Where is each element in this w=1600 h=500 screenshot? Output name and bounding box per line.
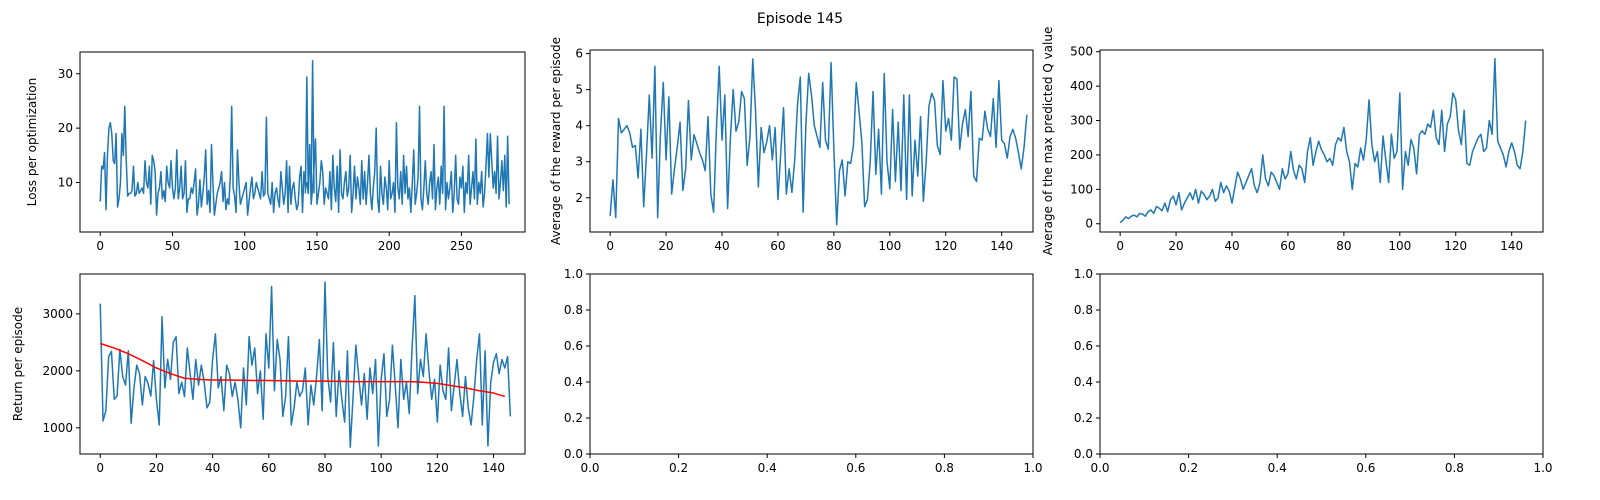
x-tick-label-loss-5: 250 (450, 239, 473, 253)
subplot-empty1: 0.0 0.2 0.4 0.6 0.8 1.0 0.0 0.2 0.4 0.6 0.8 1.0 (564, 267, 1043, 475)
y-tick-label-return-2: 3000 (42, 307, 73, 321)
y-tick-label-avg_reward-3: 5 (575, 83, 583, 97)
y-tick-label-loss-0: 10 (58, 176, 73, 190)
x-tick-label-max_q-2: 40 (1224, 239, 1239, 253)
axes-frame-empty2 (1099, 273, 1544, 455)
x-tick-label-loss-1: 50 (165, 239, 180, 253)
subplot-avg_reward: 0 20 40 60 80 100 120 140 2 3 4 5 6 Average of the re… (549, 37, 1034, 253)
y-tick-label-empty2-1: 0.2 (1074, 411, 1093, 425)
x-tick-label-empty2-3: 0.6 (1356, 461, 1375, 475)
subplot-return: 0 20 40 60 80 100 120 140 1000 2000 3000 Return per… (11, 273, 526, 475)
x-tick-label-max_q-1: 20 (1168, 239, 1183, 253)
x-tick-label-empty2-2: 0.4 (1268, 461, 1287, 475)
axes-frame-return (79, 273, 526, 455)
x-tick-label-empty1-3: 0.6 (846, 461, 865, 475)
x-tick-label-empty1-0: 0.0 (580, 461, 599, 475)
x-tick-label-avg_reward-2: 40 (714, 239, 729, 253)
x-tick-label-max_q-7: 140 (1500, 239, 1523, 253)
x-tick-label-avg_reward-6: 120 (934, 239, 957, 253)
subplot-empty2: 0.0 0.2 0.4 0.6 0.8 1.0 0.0 0.2 0.4 0.6 0.8 1.0 (1074, 267, 1553, 475)
y-tick-label-max_q-2: 200 (1070, 148, 1093, 162)
x-tick-label-empty1-2: 0.4 (758, 461, 777, 475)
x-tick-label-empty1-5: 1.0 (1023, 461, 1042, 475)
y-tick-label-avg_reward-4: 6 (575, 47, 583, 61)
x-tick-label-avg_reward-0: 0 (606, 239, 614, 253)
x-tick-label-avg_reward-3: 60 (770, 239, 785, 253)
x-tick-label-loss-4: 200 (378, 239, 401, 253)
x-tick-label-empty1-4: 0.8 (935, 461, 954, 475)
x-tick-label-empty2-4: 0.8 (1445, 461, 1464, 475)
subplot-max_q: 0 20 40 60 80 100 120 140 0 100 200 300 400 500 Averag… (1041, 27, 1544, 256)
x-tick-label-empty2-1: 0.2 (1179, 461, 1198, 475)
y-tick-label-empty2-0: 0.0 (1074, 447, 1093, 461)
y-tick-label-max_q-1: 100 (1070, 182, 1093, 196)
x-tick-label-max_q-5: 100 (1388, 239, 1411, 253)
x-tick-label-avg_reward-7: 140 (990, 239, 1013, 253)
x-tick-label-max_q-3: 60 (1280, 239, 1295, 253)
series-peak-loss-1 (310, 60, 315, 194)
axes-frame-empty1 (589, 273, 1034, 455)
series-line-return-0 (99, 281, 512, 448)
x-tick-label-loss-0: 0 (96, 239, 104, 253)
x-tick-label-return-2: 40 (205, 461, 220, 475)
y-tick-label-return-1: 2000 (42, 364, 73, 378)
x-tick-label-return-3: 60 (261, 461, 276, 475)
x-tick-label-empty2-5: 1.0 (1533, 461, 1552, 475)
x-tick-label-return-0: 0 (96, 461, 104, 475)
y-tick-label-empty1-2: 0.4 (564, 375, 583, 389)
x-tick-label-avg_reward-1: 20 (658, 239, 673, 253)
y-tick-label-empty1-4: 0.8 (564, 303, 583, 317)
series-line-avg_reward-0 (609, 58, 1028, 226)
x-tick-label-loss-2: 100 (233, 239, 256, 253)
y-tick-label-max_q-4: 400 (1070, 79, 1093, 93)
y-tick-label-loss-1: 20 (58, 121, 73, 135)
series-line-max_q-0 (1119, 57, 1527, 224)
x-tick-label-max_q-6: 120 (1444, 239, 1467, 253)
x-tick-label-return-6: 120 (426, 461, 449, 475)
x-tick-label-return-4: 80 (317, 461, 332, 475)
y-tick-label-max_q-5: 500 (1070, 45, 1093, 59)
y-tick-label-loss-2: 30 (58, 67, 73, 81)
y-axis-label-loss: Loss per optimization (25, 78, 39, 207)
y-tick-label-max_q-3: 300 (1070, 114, 1093, 128)
y-tick-label-empty2-3: 0.6 (1074, 339, 1093, 353)
y-tick-label-empty2-4: 0.8 (1074, 303, 1093, 317)
x-tick-label-loss-3: 150 (305, 239, 328, 253)
y-axis-label-max_q: Average of the max predicted Q value (1041, 27, 1055, 256)
y-tick-label-avg_reward-2: 4 (575, 119, 583, 133)
series-peak-loss-0 (304, 76, 310, 194)
y-tick-label-empty1-5: 1.0 (564, 267, 583, 281)
figure-title: Episode 145 (757, 11, 843, 27)
y-tick-label-empty1-0: 0.0 (564, 447, 583, 461)
y-tick-label-avg_reward-0: 2 (575, 191, 583, 205)
x-tick-label-max_q-4: 80 (1336, 239, 1351, 253)
x-tick-label-avg_reward-5: 100 (878, 239, 901, 253)
x-tick-label-max_q-0: 0 (1116, 239, 1124, 253)
subplot-loss: 0 50 100 150 200 250 10 20 30 Loss per optimizati… (25, 51, 526, 253)
y-tick-label-empty2-5: 1.0 (1074, 267, 1093, 281)
x-tick-label-empty1-1: 0.2 (669, 461, 688, 475)
axes-frame-max_q (1099, 49, 1544, 233)
series-line-loss-0 (99, 105, 510, 216)
y-tick-label-max_q-0: 0 (1085, 217, 1093, 231)
y-tick-label-empty1-3: 0.6 (564, 339, 583, 353)
axes-frame-loss (79, 51, 526, 233)
axes-frame-avg_reward (589, 49, 1034, 233)
x-tick-label-return-5: 100 (370, 461, 393, 475)
x-tick-label-return-7: 140 (482, 461, 505, 475)
y-tick-label-avg_reward-1: 3 (575, 155, 583, 169)
series-line-return-1 (99, 342, 505, 398)
y-tick-label-empty2-2: 0.4 (1074, 375, 1093, 389)
x-tick-label-empty2-0: 0.0 (1090, 461, 1109, 475)
y-axis-label-avg_reward: Average of the reward per episode (549, 37, 563, 245)
y-tick-label-return-0: 1000 (42, 421, 73, 435)
x-tick-label-avg_reward-4: 80 (826, 239, 841, 253)
x-tick-label-return-1: 20 (149, 461, 164, 475)
y-tick-label-empty1-1: 0.2 (564, 411, 583, 425)
y-axis-label-return: Return per episode (11, 307, 25, 421)
